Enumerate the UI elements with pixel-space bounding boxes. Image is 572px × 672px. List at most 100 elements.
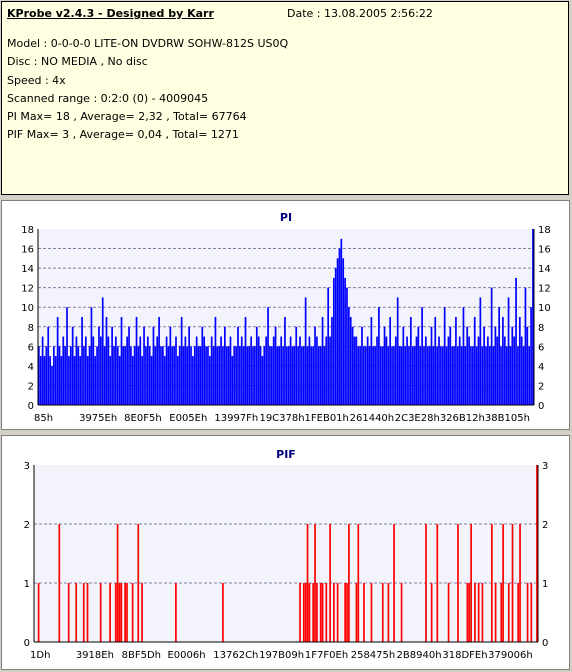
chart0-bar	[167, 346, 170, 405]
chart0-bar	[115, 336, 117, 405]
chart0-ytick-left: 16	[21, 245, 34, 256]
chart0-bar	[387, 346, 390, 405]
chart0-bar	[394, 336, 397, 405]
chart0-bar	[511, 326, 514, 405]
chart0-bar	[178, 346, 181, 405]
chart1-bar	[381, 583, 384, 642]
chart1-bar	[316, 583, 318, 642]
chart0-bar	[509, 346, 512, 405]
chart1-bar	[325, 583, 328, 642]
pif-chart-panel: PIF 0 0 1 1 2 2 3 3 1Dh 3918Eh 8BF5Dh E0006h 13762Ch 1…	[1, 435, 570, 670]
chart0-bar	[128, 326, 130, 405]
chart0-ytick-left: 8	[28, 323, 34, 334]
chart0-bar	[130, 346, 132, 405]
chart1-bar	[494, 583, 497, 642]
chart0-xtick: 261440h	[350, 413, 395, 424]
range-line: Scanned range : 0:2:0 (0) - 4009045	[7, 91, 209, 105]
chart1-bar	[457, 524, 459, 642]
chart0-bar	[210, 336, 213, 405]
chart0-bar	[284, 317, 286, 405]
chart1-bar	[333, 583, 335, 642]
chart0-xtick: E005Eh	[169, 413, 207, 424]
chart0-bar	[39, 356, 42, 405]
chart0-bar	[96, 346, 98, 405]
chart1-bar	[470, 524, 472, 642]
chart0-bar	[507, 297, 510, 405]
chart0-bar	[438, 336, 440, 405]
chart1-bar	[355, 583, 358, 642]
chart0-bar	[494, 326, 497, 405]
chart1-bar	[481, 583, 484, 642]
chart0-bar	[355, 336, 358, 405]
chart0-bar	[406, 336, 408, 405]
chart1-bar	[58, 524, 61, 642]
chart1-bar	[526, 583, 529, 642]
chart1-bar	[126, 583, 128, 642]
chart0-bar	[267, 307, 269, 405]
chart0-ytick-left: 4	[28, 362, 34, 373]
chart1-bar	[346, 583, 348, 642]
chart0-bar	[353, 336, 356, 405]
chart0-bar	[154, 346, 157, 405]
chart1-xtick: 8BF5Dh	[122, 650, 161, 661]
chart1-xtick: 258475h	[351, 650, 396, 661]
chart0-bar	[299, 336, 301, 405]
chart0-bar	[329, 336, 331, 405]
chart0-bar	[528, 346, 531, 405]
pi-summary-line: PI Max= 18 , Average= 2,32 , Total= 6776…	[7, 110, 247, 124]
chart0-bar	[66, 307, 68, 405]
chart0-bar	[530, 307, 532, 405]
chart0-bar	[340, 238, 343, 405]
chart0-bar	[400, 346, 403, 405]
chart0-bar	[92, 336, 95, 405]
chart1-bar	[490, 524, 493, 642]
chart0-bar	[368, 346, 371, 405]
chart1-xtick: 318DFEh	[442, 650, 487, 661]
chart0-bar	[402, 326, 405, 405]
chart0-bar	[101, 297, 104, 405]
chart0-bar	[334, 268, 337, 405]
chart0-bar	[475, 346, 478, 405]
chart0-bar	[524, 287, 527, 405]
chart0-bar	[378, 307, 380, 405]
info-lines: Model : 0-0-0-0 LITE-ON DVDRW SOHW-812S …	[7, 35, 288, 145]
chart1-xtick: E0006h	[167, 650, 205, 661]
chart0-bar	[68, 356, 70, 405]
chart1-bar	[400, 583, 403, 642]
chart0-bar	[252, 346, 254, 405]
chart0-bar	[53, 346, 55, 405]
chart0-bar	[75, 336, 78, 405]
chart0-bar	[58, 346, 61, 405]
chart1-ytick-right: 0	[542, 638, 548, 649]
chart0-bar	[118, 356, 121, 405]
chart0-bar	[440, 346, 442, 405]
chart0-bar	[488, 346, 491, 405]
chart0-bar	[126, 336, 128, 405]
chart0-ytick-right: 16	[538, 245, 551, 256]
chart0-bar	[105, 317, 108, 405]
chart0-bar	[532, 229, 534, 405]
chart1-bar	[304, 583, 307, 642]
chart0-bar	[86, 356, 89, 405]
chart1-bar	[99, 583, 102, 642]
chart0-bar	[100, 336, 102, 405]
chart0-bar	[481, 346, 484, 405]
chart1-bar	[530, 583, 533, 642]
model-line: Model : 0-0-0-0 LITE-ON DVDRW SOHW-812S …	[7, 37, 289, 50]
chart0-bar	[120, 317, 123, 405]
chart0-bar	[359, 346, 361, 405]
chart1-bar	[500, 583, 503, 642]
chart0-xtick: 8E0F5h	[124, 413, 162, 424]
chart0-bar	[141, 356, 144, 405]
chart0-bar	[224, 326, 226, 405]
chart0-bar	[455, 317, 457, 405]
chart1-xtick: 3918Eh	[76, 650, 114, 661]
chart0-bar	[483, 326, 485, 405]
chart0-ytick-right: 14	[538, 264, 551, 275]
chart0-bar	[408, 346, 410, 405]
chart0-xtick: 19C378h	[259, 413, 304, 424]
chart0-xtick: 1FEB01h	[305, 413, 349, 424]
chart0-bar	[257, 336, 260, 405]
chart0-bar	[346, 287, 348, 405]
chart0-bar	[263, 346, 266, 405]
